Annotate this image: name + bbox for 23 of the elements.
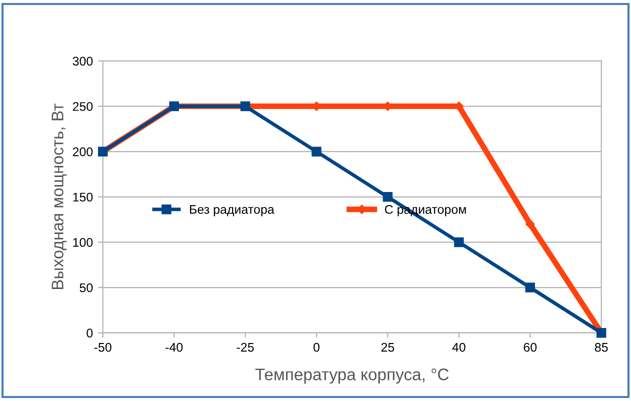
y-tick-label: 50 [80,283,93,292]
x-tick-label: 25 [381,342,394,352]
x-axis-title: Температура корпуса, °C [255,368,449,384]
x-tick-label: -40 [166,342,183,352]
legend-label: Без радиатора [190,205,274,216]
y-tick-label: 100 [73,238,93,247]
point [382,192,393,202]
y-tick-label: 250 [72,102,93,111]
y-tick-label: 300 [72,56,93,66]
y-axis-title: Выходная мощность, Вт [52,104,67,290]
point [526,219,535,229]
x-tick-label: 0 [314,342,320,352]
y-tick-label: 0 [86,328,93,338]
y-tick-label: 150 [73,192,93,202]
point [454,237,464,248]
x-tick-label: 60 [524,342,537,352]
x-tick-label: 85 [594,342,608,352]
x-tick-label: 40 [452,342,466,352]
point [525,282,535,292]
x-tick-label: -50 [94,342,112,352]
point [312,146,322,156]
x-tick-label: -25 [236,342,254,352]
y-tick-label: 200 [72,147,93,156]
